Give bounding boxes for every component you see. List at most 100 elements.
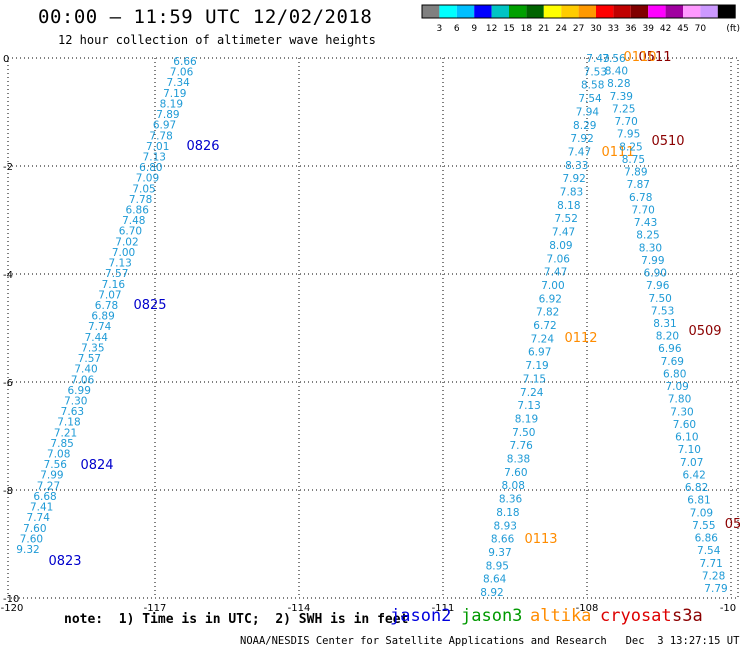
wave-height-value: 8.09	[549, 240, 572, 252]
wave-height-value: 8.25	[636, 230, 659, 242]
wave-height-value: 7.48	[122, 215, 145, 227]
wave-height-value: 7.30	[64, 395, 87, 407]
wave-height-value: 8.20	[656, 331, 679, 343]
legend-label: 33	[608, 24, 619, 34]
wave-height-value: 7.54	[578, 93, 602, 105]
wave-height-value: 7.85	[50, 438, 73, 450]
wave-height-value: 7.56	[44, 459, 68, 471]
wave-height-value: 6.89	[91, 311, 114, 323]
wave-height-value: 7.60	[23, 523, 46, 535]
wave-height-value: 7.34	[166, 77, 190, 89]
pass-time-label: 0113	[524, 532, 557, 547]
wave-height-value: 8.28	[607, 78, 630, 90]
wave-height-value: 7.41	[30, 502, 53, 514]
y-tick-label: -2	[3, 162, 13, 173]
satellite-altika: altika	[530, 606, 592, 626]
x-tick-label: -111	[432, 603, 455, 614]
wave-height-value: 6.99	[68, 385, 91, 397]
wave-height-value: 7.09	[690, 507, 713, 519]
legend-label: 30	[590, 24, 602, 34]
pass-time-label: 0511	[638, 50, 671, 65]
legend-label: 70	[695, 24, 707, 34]
cryosat-track: 7.568.408.287.397.257.707.958.258.757.89…	[602, 50, 727, 595]
jason2-track: 6.667.067.347.198.197.896.977.787.017.13…	[16, 56, 219, 569]
wave-height-value: 7.56	[602, 53, 626, 65]
wave-height-value: 7.43	[634, 217, 657, 229]
wave-height-value: 7.94	[576, 106, 600, 118]
wave-height-value: 7.54	[697, 545, 721, 557]
legend-label: 9	[471, 24, 477, 34]
wave-height-value: 7.07	[98, 289, 121, 301]
wave-height-value: 7.39	[610, 91, 633, 103]
footnote: note: 1) Time is in UTC; 2) SWH is in fe…	[64, 612, 409, 627]
wave-height-value: 6.70	[119, 226, 142, 238]
y-tick-label: -6	[3, 378, 13, 389]
wave-height-value: 7.30	[670, 406, 693, 418]
legend-label: 21	[538, 24, 549, 34]
wave-height-value: 8.29	[573, 120, 596, 132]
wave-height-value: 6.96	[658, 343, 682, 355]
wave-height-value: 6.42	[682, 469, 705, 481]
pass-time-label: 0823	[48, 554, 81, 569]
x-tick-label: -120	[1, 603, 24, 614]
wave-height-value: 8.19	[515, 413, 538, 425]
wave-height-value: 7.99	[40, 470, 63, 482]
wave-height-value: 7.70	[631, 204, 654, 216]
wave-height-value: 7.13	[517, 400, 540, 412]
pass-time-label: 0111	[601, 145, 634, 160]
wave-height-value: 8.95	[486, 560, 509, 572]
wave-height-value: 8.31	[653, 318, 676, 330]
legend-swatch	[561, 5, 579, 18]
wave-height-value: 8.25	[619, 141, 642, 153]
wave-height-value: 7.27	[37, 480, 60, 492]
legend-label: 12	[486, 24, 497, 34]
legend-label: 45	[677, 24, 688, 34]
wave-height-value: 7.10	[678, 444, 701, 456]
wave-height-value: 7.83	[560, 187, 583, 199]
wave-height-value: 7.78	[149, 130, 172, 142]
legend-unit: (ft)	[726, 24, 740, 34]
wave-height-value: 8.19	[160, 98, 183, 110]
wave-height-value: 7.13	[143, 151, 166, 163]
wave-height-value: 7.28	[702, 570, 725, 582]
wave-height-value: 7.87	[627, 179, 650, 191]
wave-height-value: 7.02	[115, 236, 138, 248]
wave-height-value: 7.08	[47, 449, 70, 461]
y-tick-label: 0	[3, 54, 9, 65]
wave-height-value: 6.92	[539, 293, 562, 305]
wave-height-value: 7.24	[531, 333, 555, 345]
legend-swatch	[474, 5, 492, 18]
wave-height-value: 7.89	[156, 109, 179, 121]
wave-height-value: 7.07	[680, 457, 703, 469]
legend-swatch	[717, 5, 736, 18]
pass-time-label: 0824	[80, 458, 113, 473]
wave-height-value: 7.82	[536, 307, 559, 319]
wave-height-value: 7.99	[641, 255, 664, 267]
wave-height-value: 7.43	[586, 53, 609, 65]
page-title: 00:00 – 11:59 UTC 12/02/2018	[38, 6, 373, 28]
legend-swatch	[578, 5, 596, 18]
legend-swatch	[596, 5, 614, 18]
wave-height-value: 7.57	[105, 268, 128, 280]
map-frame	[7, 57, 739, 599]
wave-height-value: 7.70	[614, 116, 637, 128]
wave-height-value: 8.64	[483, 574, 507, 586]
legend-swatch	[491, 5, 509, 18]
satellite-jason2: jason2	[390, 606, 452, 626]
wave-height-value: 9.32	[16, 544, 39, 556]
y-tick-label: -8	[3, 486, 13, 497]
wave-height-value: 7.89	[624, 167, 647, 179]
legend-frame	[421, 4, 736, 19]
legend-label: 24	[555, 24, 567, 34]
wave-height-value: 7.96	[646, 280, 670, 292]
legend-label: 27	[573, 24, 584, 34]
wave-height-value: 6.97	[528, 347, 551, 359]
wave-height-value: 7.35	[81, 342, 104, 354]
wave-height-value: 7.24	[520, 387, 544, 399]
pass-time-label: 0112	[564, 331, 597, 346]
wave-height-value: 7.47	[568, 146, 591, 158]
wave-height-value: 7.09	[136, 173, 159, 185]
wave-height-value: 7.40	[74, 364, 97, 376]
legend-label: 36	[625, 24, 637, 34]
wave-height-value: 7.79	[704, 583, 727, 595]
